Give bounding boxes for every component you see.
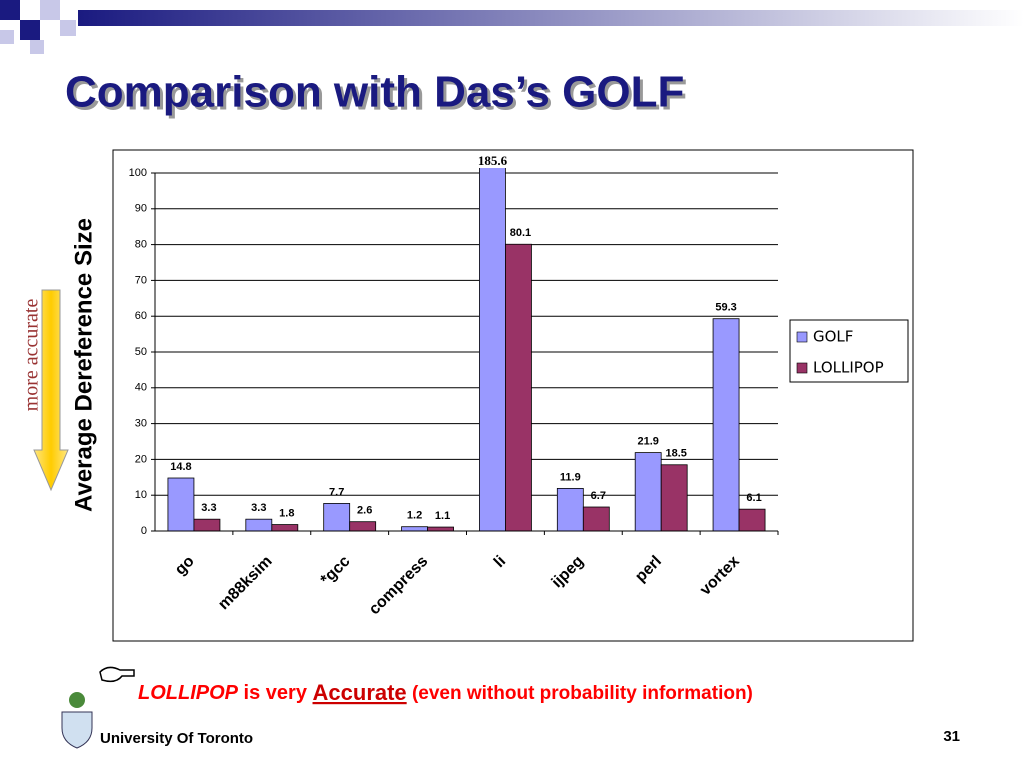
- statement-emphasis: Accurate: [313, 680, 407, 705]
- decor: [30, 40, 44, 54]
- legend-swatch: [796, 362, 808, 374]
- bar: [323, 503, 351, 532]
- logo-tree: [69, 692, 85, 708]
- bar: [556, 487, 584, 532]
- value-label: 185.6: [478, 153, 508, 168]
- value-label: 3.3: [201, 502, 216, 514]
- y-tick-label: 20: [135, 453, 147, 465]
- value-label: 3.3: [251, 502, 266, 514]
- value-label: 21.9: [637, 436, 658, 448]
- value-label: 1.2: [407, 510, 422, 522]
- bar: [245, 518, 273, 532]
- title: Comparison with Das’s GOLF: [65, 68, 684, 117]
- bar: [401, 526, 428, 532]
- bar: [660, 464, 688, 532]
- statement: LOLLIPOP is very Accurate (even without …: [138, 680, 753, 705]
- bar: [167, 477, 195, 532]
- legend-swatch: [796, 331, 808, 343]
- title-shadow: Comparison with Das’s GOLF: [68, 71, 687, 120]
- value-label: 11.9: [560, 471, 581, 483]
- value-label: 2.6: [357, 505, 372, 517]
- decor: [40, 0, 60, 20]
- y-tick-label: 90: [135, 203, 147, 215]
- decor: [60, 20, 76, 36]
- legend: [789, 319, 909, 383]
- y-tick-label: 80: [135, 239, 147, 251]
- plot: [167, 168, 766, 532]
- institution: University Of Toronto: [100, 730, 253, 747]
- y-tick-label: 30: [135, 418, 147, 430]
- arrow: [33, 289, 69, 492]
- y-tick-label: 70: [135, 274, 147, 286]
- bar: [193, 518, 221, 532]
- y-tick-label: 100: [129, 167, 147, 179]
- value-label: 1.1: [435, 510, 450, 522]
- decor: [20, 20, 40, 40]
- y-tick-label: 0: [141, 525, 147, 537]
- y-tick-label: 50: [135, 346, 147, 358]
- logo: [61, 711, 93, 749]
- y-tick-label: 40: [135, 382, 147, 394]
- bar: [582, 506, 610, 532]
- decor: [0, 30, 14, 44]
- top-bar: [78, 10, 1024, 26]
- page-number: 31: [943, 728, 960, 745]
- y-tick-label: 10: [135, 489, 147, 501]
- bar: [712, 318, 740, 532]
- legend-label: LOLLIPOP: [813, 359, 884, 377]
- value-label: 6.1: [746, 492, 761, 504]
- bar: [271, 524, 299, 532]
- bar: [634, 452, 662, 532]
- value-label: 18.5: [665, 448, 686, 460]
- value-label: 1.8: [279, 507, 294, 519]
- decor: [0, 0, 20, 20]
- y-axis-label: Average Dereference Size: [70, 218, 97, 512]
- bar: [349, 521, 377, 532]
- value-label: 6.7: [591, 490, 606, 502]
- bar: [479, 168, 506, 532]
- hand-icon: [99, 666, 135, 683]
- legend-label: GOLF: [813, 328, 853, 346]
- y-tick-label: 60: [135, 310, 147, 322]
- bar: [738, 508, 766, 532]
- statement-name: LOLLIPOP: [138, 682, 239, 704]
- value-label: 7.7: [329, 486, 344, 498]
- bar: [505, 243, 532, 532]
- value-label: 59.3: [715, 302, 736, 314]
- statement-text: is very: [238, 682, 313, 704]
- statement-note: (even without probability information): [407, 683, 753, 704]
- value-label: 14.8: [170, 461, 191, 473]
- bar: [427, 526, 454, 532]
- value-label: 80.1: [510, 227, 531, 239]
- annotation: more accurate: [21, 299, 43, 412]
